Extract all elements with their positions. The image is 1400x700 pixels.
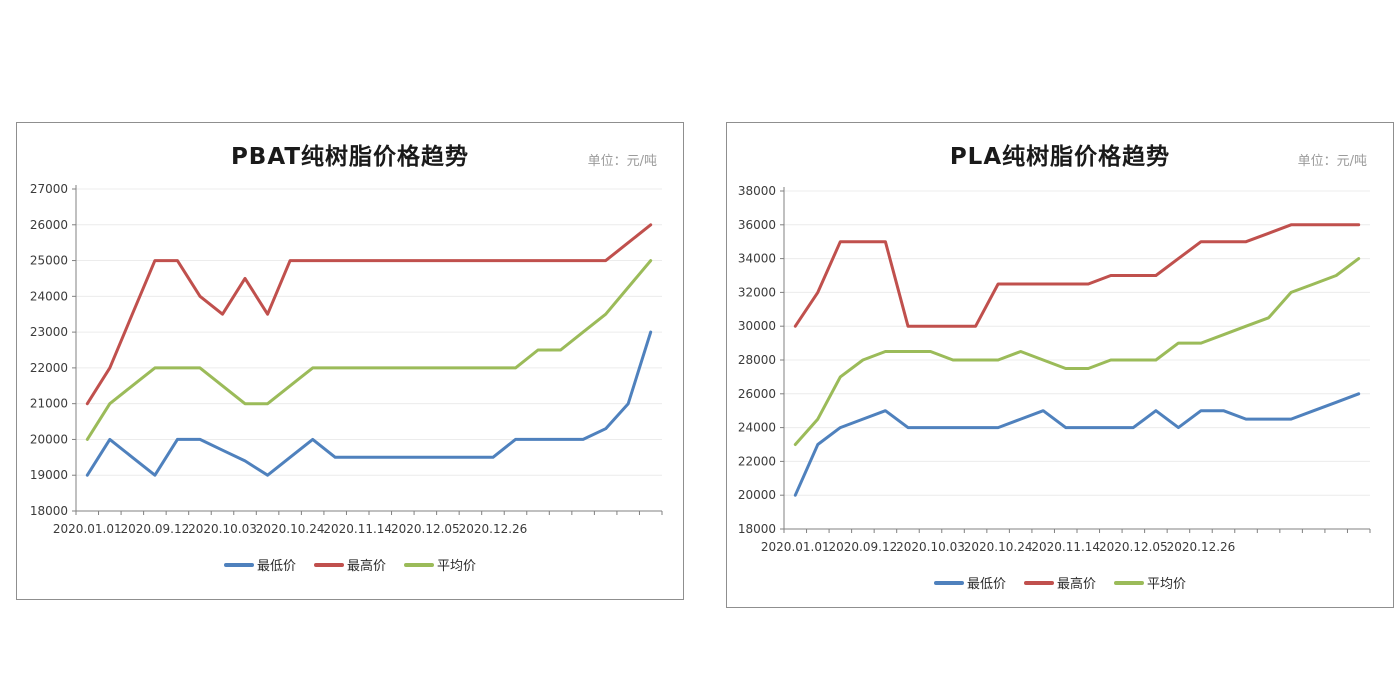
x-axis-label: 2020.01.01 bbox=[761, 540, 830, 554]
x-axis-label: 2020.09.12 bbox=[829, 540, 898, 554]
x-axis-label: 2020.10.03 bbox=[896, 540, 965, 554]
y-axis-label: 18000 bbox=[30, 504, 68, 518]
series-line-min-price bbox=[793, 392, 1361, 497]
max-price-line-icon bbox=[313, 562, 344, 567]
y-axis-label: 28000 bbox=[738, 353, 776, 367]
y-axis-label: 25000 bbox=[30, 254, 68, 268]
x-axis-label: 2020.10.24 bbox=[964, 540, 1033, 554]
pla-chart-title: PLA纯树脂价格趋势 bbox=[949, 144, 1171, 170]
series-line-min-price bbox=[85, 330, 653, 477]
legend-label-max-price: 最高价 bbox=[346, 559, 386, 574]
y-axis-label: 22000 bbox=[738, 454, 776, 468]
legend-label-min-price: 最低价 bbox=[966, 577, 1006, 592]
y-axis-label: 21000 bbox=[30, 397, 68, 411]
y-axis-label: 26000 bbox=[30, 218, 68, 232]
legend-item-min-price: 最低价 bbox=[933, 573, 1006, 592]
x-axis-label: 2020.11.14 bbox=[323, 522, 392, 536]
series-line-max-price bbox=[793, 223, 1361, 328]
x-axis-label: 2020.12.05 bbox=[391, 522, 460, 536]
pla-chart-panel: PLA纯树脂价格趋势 单位：元/吨 18000 20000 22000 24000 26… bbox=[726, 122, 1394, 608]
legend-label-avg-price: 平均价 bbox=[1147, 577, 1187, 592]
y-axis-label: 24000 bbox=[30, 289, 68, 303]
y-axis-label: 26000 bbox=[738, 387, 776, 401]
legend-label-min-price: 最低价 bbox=[256, 559, 296, 574]
legend-label-max-price: 最高价 bbox=[1056, 577, 1096, 592]
pla-legend: 最低价 最高价 平均价 bbox=[727, 573, 1393, 592]
y-axis-label: 36000 bbox=[738, 218, 776, 232]
series-line-max-price bbox=[85, 223, 653, 406]
y-axis-label: 34000 bbox=[738, 252, 776, 266]
y-axis-label: 30000 bbox=[738, 319, 776, 333]
x-axis-label: 2020.09.12 bbox=[121, 522, 190, 536]
y-axis-label: 23000 bbox=[30, 325, 68, 339]
y-axis-label: 19000 bbox=[30, 468, 68, 482]
y-axis-label: 32000 bbox=[738, 285, 776, 299]
max-price-line-icon bbox=[1023, 580, 1054, 585]
series-line-avg-price bbox=[85, 259, 653, 441]
y-axis-label: 22000 bbox=[30, 361, 68, 375]
y-axis-label: 24000 bbox=[738, 421, 776, 435]
x-axis-label: 2020.01.01 bbox=[53, 522, 122, 536]
legend-item-avg-price: 平均价 bbox=[404, 555, 476, 574]
y-axis-label: 27000 bbox=[30, 182, 68, 196]
series-line-avg-price bbox=[793, 257, 1361, 446]
avg-price-line-icon bbox=[404, 562, 434, 567]
legend-item-min-price: 最低价 bbox=[223, 555, 296, 574]
pla-plot-area: 18000 20000 22000 24000 26000 28000 30000 32000… bbox=[738, 184, 1371, 554]
y-axis-label: 20000 bbox=[30, 432, 68, 446]
y-axis-label: 18000 bbox=[738, 522, 776, 536]
pbat-plot-area: 18000 19000 20000 21000 22000 23000 24000 25000… bbox=[30, 182, 663, 536]
min-price-line-icon bbox=[223, 562, 254, 567]
pla-unit-label: 单位：元/吨 bbox=[1297, 154, 1367, 169]
x-axis-label: 2020.12.05 bbox=[1099, 540, 1168, 554]
pbat-chart-title: PBAT纯树脂价格趋势 bbox=[230, 144, 470, 170]
x-axis-label: 2020.10.03 bbox=[188, 522, 257, 536]
legend-item-avg-price: 平均价 bbox=[1114, 573, 1186, 592]
legend-item-max-price: 最高价 bbox=[1023, 573, 1096, 592]
legend-label-avg-price: 平均价 bbox=[437, 559, 477, 574]
pbat-chart-panel: PBAT纯树脂价格趋势 单位：元/吨 18000 19000 20000 21000 2… bbox=[16, 122, 684, 600]
pbat-unit-label: 单位：元/吨 bbox=[587, 154, 657, 169]
x-axis-label: 2020.10.24 bbox=[256, 522, 325, 536]
x-axis-label: 2020.11.14 bbox=[1031, 540, 1100, 554]
legend-item-max-price: 最高价 bbox=[313, 555, 386, 574]
y-axis-label: 38000 bbox=[738, 184, 776, 198]
y-axis-label: 20000 bbox=[738, 488, 776, 502]
x-axis-label: 2020.12.26 bbox=[459, 522, 528, 536]
pbat-legend: 最低价 最高价 平均价 bbox=[17, 555, 683, 574]
min-price-line-icon bbox=[933, 580, 964, 585]
x-axis-label: 2020.12.26 bbox=[1167, 540, 1236, 554]
avg-price-line-icon bbox=[1114, 580, 1144, 585]
